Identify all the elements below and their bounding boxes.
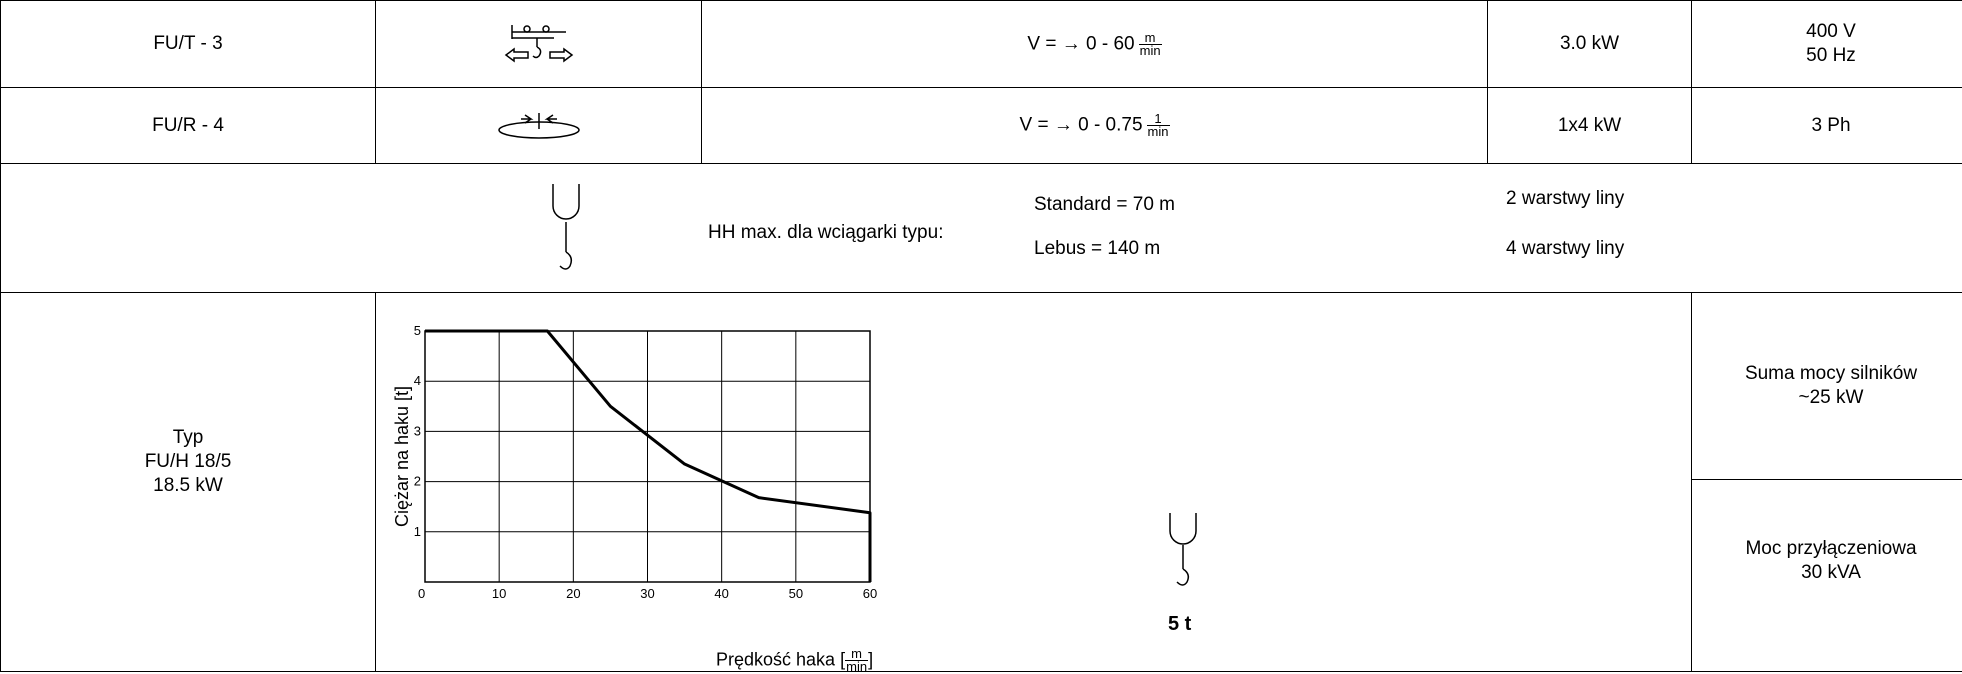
row3-hoist-height-cell: HH max. dla wciągarki typu: Standard = 7… xyxy=(0,163,1962,293)
row3-standard-layers: 2 warstwy liny xyxy=(1506,188,1625,209)
row2-speed-cell: V = → 0 - 0.75 1 min xyxy=(701,87,1488,164)
row2-phase-cell: 3 Ph xyxy=(1691,87,1962,164)
row1-power: 3.0 kW xyxy=(1559,33,1620,54)
plot-frame xyxy=(424,330,871,583)
load-speed-chart: 0 10 20 30 40 50 60 1 2 3 4 5 Ciężar na haku [t] xyxy=(392,323,877,601)
row1-speed-unit-num: m xyxy=(1138,31,1162,45)
row4-type-cell: Typ FU/H 18/5 18.5 kW xyxy=(0,292,376,672)
row2-speed-value: V = → 0 - 0.75 xyxy=(1019,114,1143,136)
hook-capacity-icon xyxy=(1169,513,1197,586)
hook-icon xyxy=(552,184,580,270)
row1-voltage-cell: 400 V 50 Hz xyxy=(1691,0,1962,88)
row2-power: 1x4 kW xyxy=(1557,114,1622,136)
x-tick-label: 10 xyxy=(492,586,506,601)
row3-lebus-layers: 4 warstwy liny xyxy=(1506,238,1625,259)
chart-xlabel-unit: m min xyxy=(845,647,869,674)
row1-type-cell: FU/T - 3 xyxy=(0,0,376,88)
row1-speed-unit-den: min xyxy=(1139,42,1161,58)
total-power-value: ~25 kW xyxy=(1798,387,1864,408)
x-tick-label: 0 xyxy=(418,586,425,601)
row2-type-cell: FU/R - 4 xyxy=(0,87,376,164)
y-tick-label: 5 xyxy=(414,323,421,338)
row2-icon-cell xyxy=(375,87,702,164)
row2-speed-unit: 1 min xyxy=(1146,112,1170,139)
load-curve-line xyxy=(425,329,872,582)
chart-xlabel-bracket-close: ] xyxy=(868,649,874,670)
row1-speed-value: V = → 0 - 60 xyxy=(1027,33,1135,55)
x-tick-label: 60 xyxy=(863,586,877,601)
chart-ylabel: Ciężar na haku [t] xyxy=(392,386,412,527)
x-tick-label: 30 xyxy=(640,586,654,601)
row1-power-cell: 3.0 kW xyxy=(1487,0,1692,88)
row2-speed-unit-num: 1 xyxy=(1146,112,1170,126)
total-power-label: Suma mocy silników xyxy=(1744,363,1918,384)
row3-lebus: Lebus = 140 m xyxy=(1034,238,1161,259)
row4-chart-cell: 0 10 20 30 40 50 60 1 2 3 4 5 Ciężar na haku [t] 5 t… xyxy=(375,292,1692,674)
chart-xlabel-text: Prędkość haka xyxy=(716,649,836,670)
row1-type: FU/T - 3 xyxy=(153,33,223,54)
y-tick-label: 1 xyxy=(414,524,421,539)
y-tick-label: 2 xyxy=(414,474,421,489)
row4-type-name: FU/H 18/5 xyxy=(144,451,232,472)
x-tick-label: 40 xyxy=(714,586,728,601)
row1-speed-cell: V = → 0 - 60 m min xyxy=(701,0,1488,88)
row4-total-power-cell: Suma mocy silników ~25 kW xyxy=(1691,292,1962,480)
row2-phase: 3 Ph xyxy=(1811,114,1851,136)
row2-speed: V = → 0 - 0.75 1 min xyxy=(1019,112,1170,139)
row2-power-cell: 1x4 kW xyxy=(1487,87,1692,164)
connection-power-label: Moc przyłączeniowa xyxy=(1745,537,1917,559)
x-tick-label: 20 xyxy=(566,586,580,601)
row4-type-label: Typ xyxy=(172,427,204,448)
connection-power-value: 30 kVA xyxy=(1801,561,1861,583)
row1-voltage: 400 V xyxy=(1806,21,1856,42)
y-tick-label: 3 xyxy=(414,423,421,438)
row1-frequency: 50 Hz xyxy=(1806,45,1856,66)
row4-type-power: 18.5 kW xyxy=(153,475,223,496)
row4-connection-power-cell: Moc przyłączeniowa 30 kVA xyxy=(1691,479,1962,672)
row2-speed-unit-den: min xyxy=(1147,124,1169,139)
row2-type: FU/R - 4 xyxy=(152,114,224,136)
row1-speed: V = → 0 - 60 m min xyxy=(1027,31,1162,58)
y-tick-label: 4 xyxy=(414,373,421,388)
row3-standard: Standard = 70 m xyxy=(1034,194,1176,215)
trolley-travel-icon xyxy=(504,25,573,63)
row1-speed-unit: m min xyxy=(1138,31,1162,58)
x-tick-label: 50 xyxy=(789,586,803,601)
chart-xlabel-unit-den: min xyxy=(846,659,868,674)
row1-icon-cell xyxy=(375,0,702,88)
chart-xlabel-bracket-open: [ xyxy=(840,649,846,670)
chart-xlabel: Prędkość haka [m min] xyxy=(716,647,874,674)
rotation-icon xyxy=(497,112,580,139)
hook-capacity: 5 t xyxy=(1168,613,1192,635)
row3-label: HH max. dla wciągarki typu: xyxy=(708,222,944,243)
